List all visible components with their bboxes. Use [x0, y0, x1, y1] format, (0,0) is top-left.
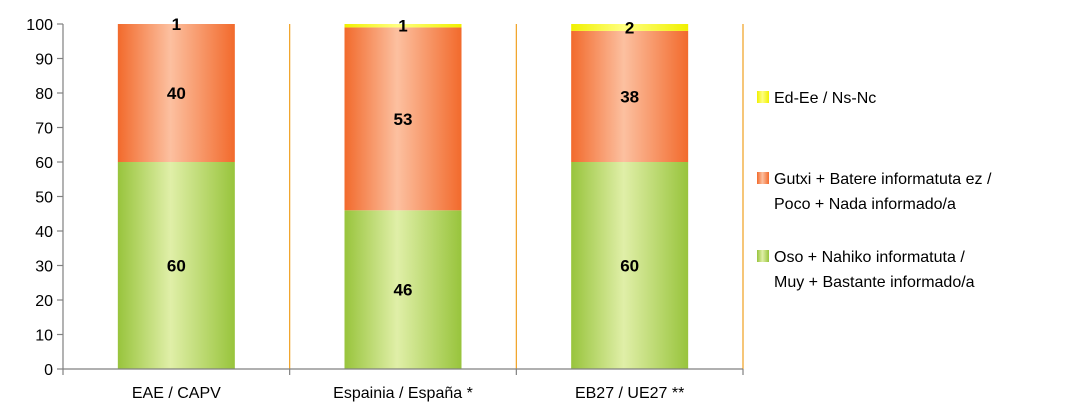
bar-segment [344, 24, 462, 28]
data-label: 53 [394, 110, 413, 129]
legend-swatch [757, 172, 769, 184]
y-tick-label: 10 [35, 328, 53, 345]
data-label: 1 [398, 17, 407, 36]
bar-segment [117, 162, 235, 369]
bar-segment [344, 27, 462, 211]
y-tick-label: 30 [35, 259, 53, 276]
y-tick-label: 90 [35, 52, 53, 69]
data-label: 38 [620, 87, 639, 106]
bar-segment [571, 30, 689, 163]
legend: Ed-Ee / Ns-Nc Gutxi + Batere informatuta … [757, 90, 992, 291]
y-tick-label: 70 [35, 121, 53, 138]
legend-swatch [757, 91, 769, 103]
plot-area: 60 40 1 46 53 1 60 38 2 [117, 15, 744, 369]
legend-entry: Oso + Nahiko informatuta / Muy + Bastante… [774, 249, 975, 291]
x-category-label: EB27 / UE27 ** [575, 385, 684, 402]
data-label: 60 [167, 257, 186, 276]
legend-swatch [757, 250, 769, 262]
data-label: 40 [167, 84, 186, 103]
data-label: 1 [172, 15, 181, 34]
data-label: 46 [394, 281, 413, 300]
bar-segment [344, 210, 462, 369]
y-tick-label: 60 [35, 155, 53, 172]
y-tick-label: 80 [35, 86, 53, 103]
y-tick-label: 100 [26, 17, 53, 34]
axes: 0 10 20 30 40 50 60 70 80 90 100 EAE / CAPV Espainia… [26, 17, 744, 402]
bar-segment [117, 24, 235, 162]
y-tick-label: 50 [35, 190, 53, 207]
bar-segment [571, 24, 689, 31]
data-label: 2 [625, 18, 634, 37]
legend-entry: Gutxi + Batere informatuta ez / Poco + Na… [774, 171, 992, 213]
legend-entry: Ed-Ee / Ns-Nc [774, 90, 876, 107]
y-tick-label: 20 [35, 293, 53, 310]
data-label: 60 [620, 257, 639, 276]
x-category-label: EAE / CAPV [132, 385, 221, 402]
y-tick-label: 0 [44, 362, 53, 379]
y-tick-label: 40 [35, 224, 53, 241]
x-category-label: Espainia / España * [333, 385, 473, 402]
bar-segment [571, 162, 689, 369]
